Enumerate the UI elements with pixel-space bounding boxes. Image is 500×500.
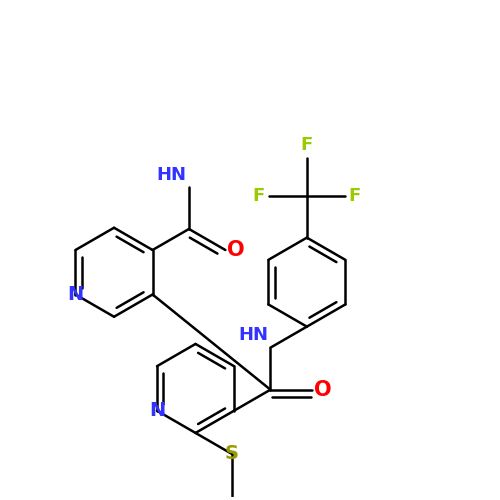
- Text: HN: HN: [238, 326, 268, 344]
- Text: O: O: [314, 380, 331, 400]
- Text: N: N: [149, 401, 165, 420]
- Text: HN: HN: [156, 166, 186, 184]
- Text: F: F: [300, 136, 313, 154]
- Text: F: F: [348, 186, 361, 204]
- Text: F: F: [253, 186, 265, 204]
- Text: N: N: [68, 285, 84, 304]
- Text: O: O: [228, 240, 245, 260]
- Text: S: S: [225, 444, 239, 464]
